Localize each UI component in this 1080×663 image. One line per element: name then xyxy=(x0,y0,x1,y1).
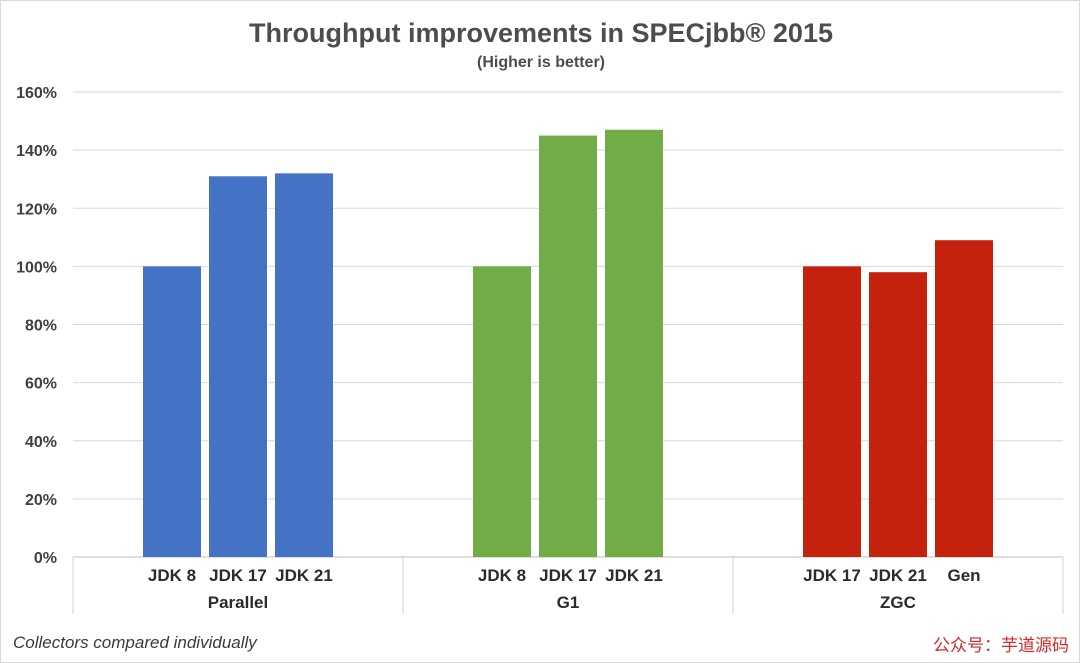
bar xyxy=(803,266,861,557)
chart-title: Throughput improvements in SPECjbb® 2015 xyxy=(249,18,833,48)
bar xyxy=(473,266,531,557)
x-group-label: Parallel xyxy=(208,593,269,612)
bar xyxy=(935,240,993,557)
y-tick-label: 120% xyxy=(16,201,57,218)
y-tick-label: 20% xyxy=(25,492,57,509)
x-category-label: JDK 17 xyxy=(539,566,597,585)
bar xyxy=(143,266,201,557)
x-category-label: JDK 17 xyxy=(803,566,861,585)
chart-subtitle: (Higher is better) xyxy=(477,54,605,71)
x-category-label: Gen xyxy=(947,566,980,585)
x-axis: JDK 8 JDK 17 JDK 21 Parallel JDK 8 JDK 17 JDK … xyxy=(72,557,1064,614)
y-tick-label: 140% xyxy=(16,143,57,160)
footnote: Collectors compared individually xyxy=(13,633,257,652)
x-category-label: JDK 17 xyxy=(209,566,267,585)
bars xyxy=(143,129,993,557)
x-category-label: JDK 21 xyxy=(275,566,333,585)
bar xyxy=(605,129,663,557)
bar xyxy=(209,176,267,557)
x-category-label: JDK 21 xyxy=(869,566,927,585)
x-category-label: JDK 21 xyxy=(605,566,663,585)
y-tick-label: 100% xyxy=(16,259,57,276)
y-axis-ticks: 0% 20% 40% 60% 80% 100% 120% 140% 160% xyxy=(16,85,57,567)
y-tick-label: 60% xyxy=(25,376,57,393)
x-group-label: G1 xyxy=(557,593,580,612)
y-tick-label: 0% xyxy=(34,550,57,567)
bar xyxy=(869,272,927,557)
bar xyxy=(275,173,333,557)
y-tick-label: 160% xyxy=(16,85,57,102)
watermark: 公众号：芋道源码 xyxy=(933,636,1069,656)
x-category-label: JDK 8 xyxy=(478,566,526,585)
x-category-label: JDK 8 xyxy=(148,566,196,585)
bar xyxy=(539,135,597,557)
y-tick-label: 80% xyxy=(25,318,57,335)
x-group-label: ZGC xyxy=(880,593,916,612)
y-tick-label: 40% xyxy=(25,434,57,451)
